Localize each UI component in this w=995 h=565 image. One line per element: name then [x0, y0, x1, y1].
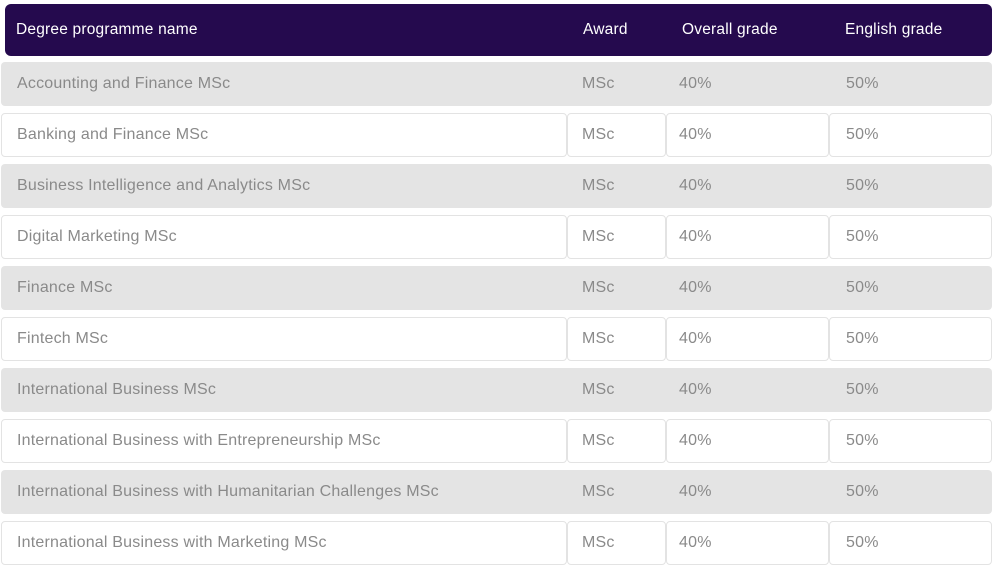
- award-cell: MSc: [567, 113, 666, 157]
- programme-name-cell: Digital Marketing MSc: [1, 215, 567, 259]
- table-row: International Business with Marketing MS…: [1, 521, 992, 565]
- award-cell: MSc: [582, 483, 615, 500]
- table-row: International Business with Humanitarian…: [1, 470, 992, 514]
- table-row: Digital Marketing MSc MSc 40% 50%: [1, 215, 992, 259]
- overall-grade-cell: 40%: [679, 483, 712, 500]
- award-cell: MSc: [582, 279, 615, 296]
- award-cell: MSc: [582, 75, 615, 92]
- table-row: Banking and Finance MSc MSc 40% 50%: [1, 113, 992, 157]
- table-row: International Business MSc MSc 40% 50%: [1, 368, 992, 412]
- english-grade-cell: 50%: [829, 215, 992, 259]
- header-award: Award: [583, 21, 628, 38]
- overall-grade-cell: 40%: [679, 177, 712, 194]
- programme-name-cell: International Business with Humanitarian…: [17, 483, 439, 500]
- header-degree-programme-name: Degree programme name: [16, 21, 198, 38]
- programme-name-cell: Finance MSc: [17, 279, 113, 296]
- programme-name-cell: Banking and Finance MSc: [1, 113, 567, 157]
- table-row: Finance MSc MSc 40% 50%: [1, 266, 992, 310]
- overall-grade-cell: 40%: [666, 215, 829, 259]
- award-cell: MSc: [567, 419, 666, 463]
- overall-grade-cell: 40%: [666, 419, 829, 463]
- english-grade-cell: 50%: [846, 279, 879, 296]
- table-row: International Business with Entrepreneur…: [1, 419, 992, 463]
- award-cell: MSc: [567, 521, 666, 565]
- award-cell: MSc: [567, 215, 666, 259]
- programme-name-cell: Fintech MSc: [1, 317, 567, 361]
- programme-name-cell: International Business MSc: [17, 381, 217, 398]
- overall-grade-cell: 40%: [666, 113, 829, 157]
- award-cell: MSc: [567, 317, 666, 361]
- overall-grade-cell: 40%: [679, 279, 712, 296]
- english-grade-cell: 50%: [846, 381, 879, 398]
- programme-name-cell: Business Intelligence and Analytics MSc: [17, 177, 311, 194]
- table-header: Degree programme name Award Overall grad…: [5, 4, 992, 56]
- english-grade-cell: 50%: [829, 521, 992, 565]
- english-grade-cell: 50%: [846, 483, 879, 500]
- header-english-grade: English grade: [845, 21, 943, 38]
- english-grade-cell: 50%: [829, 113, 992, 157]
- overall-grade-cell: 40%: [666, 521, 829, 565]
- award-cell: MSc: [582, 381, 615, 398]
- programme-name-cell: International Business with Marketing MS…: [1, 521, 567, 565]
- english-grade-cell: 50%: [846, 177, 879, 194]
- award-cell: MSc: [582, 177, 615, 194]
- programme-name-cell: Accounting and Finance MSc: [17, 75, 231, 92]
- english-grade-cell: 50%: [829, 419, 992, 463]
- programme-name-cell: International Business with Entrepreneur…: [1, 419, 567, 463]
- overall-grade-cell: 40%: [679, 381, 712, 398]
- overall-grade-cell: 40%: [666, 317, 829, 361]
- table-row: Business Intelligence and Analytics MSc …: [1, 164, 992, 208]
- table-row: Accounting and Finance MSc MSc 40% 50%: [1, 62, 992, 106]
- english-grade-cell: 50%: [846, 75, 879, 92]
- header-overall-grade: Overall grade: [682, 21, 778, 38]
- overall-grade-cell: 40%: [679, 75, 712, 92]
- table-row: Fintech MSc MSc 40% 50%: [1, 317, 992, 361]
- english-grade-cell: 50%: [829, 317, 992, 361]
